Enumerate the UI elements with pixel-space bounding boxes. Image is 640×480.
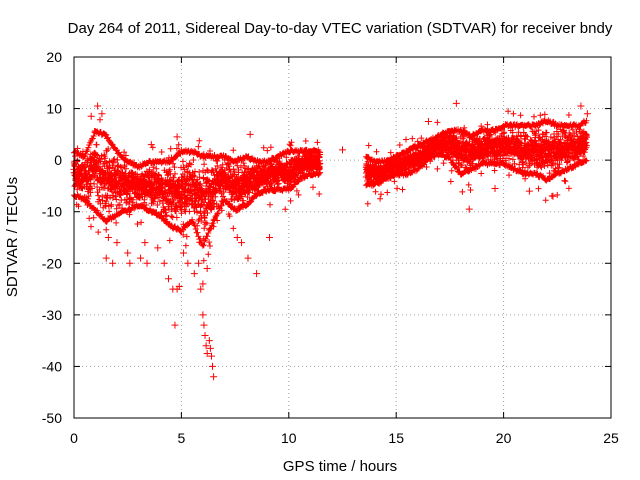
data-point-outlier (244, 254, 252, 262)
data-point-outlier (253, 270, 261, 278)
y-axis: -50 -40 -30 -20 -10 0 10 20 (42, 49, 611, 426)
data-point-outlier (525, 187, 533, 195)
x-tick-label: 15 (388, 430, 404, 446)
data-point-outlier (98, 110, 106, 118)
data-point-outlier (113, 239, 121, 247)
plot-frame (73, 56, 612, 419)
data-point-outlier (491, 185, 499, 193)
y-tick-label: -30 (42, 307, 62, 323)
data-point-outlier (202, 342, 210, 350)
y-tick-label: -10 (42, 204, 62, 220)
data-point-outlier (210, 373, 218, 381)
data-point-outlier (173, 133, 181, 141)
data-point-outlier (577, 102, 585, 110)
data-point-outlier (175, 282, 183, 290)
data-point-outlier (209, 362, 217, 370)
data-point-outlier (137, 254, 145, 262)
grid-lines (74, 57, 611, 418)
y-tick-label: -40 (42, 358, 62, 374)
data-point-outlier (583, 110, 591, 118)
data-point-outlier (549, 192, 557, 200)
data-point-outlier (87, 112, 95, 120)
data-point-outlier (143, 259, 151, 267)
data-point-outlier (154, 244, 162, 252)
data-point-outlier (207, 352, 215, 360)
data-point-outlier (109, 259, 117, 267)
y-tick-label: 0 (54, 152, 62, 168)
data-point-outlier (203, 264, 211, 272)
data-point-outlier (200, 321, 208, 329)
data-point-outlier (147, 141, 155, 149)
data-point-outlier (104, 234, 112, 241)
data-point-outlier (197, 285, 205, 293)
x-tick-label: 25 (603, 430, 619, 446)
x-tick-label: 20 (496, 430, 512, 446)
data-point-outlier (205, 337, 213, 345)
data-point-outlier (206, 344, 214, 352)
data-point-outlier (171, 321, 179, 329)
y-tick-label: 20 (46, 49, 62, 65)
data-point-outlier (201, 331, 209, 339)
chart-title: Day 264 of 2011, Sidereal Day-to-day VTE… (68, 20, 613, 37)
data-point-outlier (141, 239, 149, 247)
data-point-outlier (190, 270, 198, 278)
data-points (70, 99, 591, 381)
data-point-outlier (199, 311, 207, 319)
data-point-outlier (233, 234, 241, 241)
y-tick-label: 10 (46, 101, 62, 117)
x-tick-label: 5 (178, 430, 186, 446)
x-tick-label: 0 (70, 430, 78, 446)
data-point-band (70, 108, 590, 264)
y-tick-label: -20 (42, 255, 62, 271)
y-tick-label: -50 (42, 410, 62, 426)
data-point-outlier (180, 249, 188, 257)
data-point-outlier (452, 99, 460, 107)
data-point-outlier (184, 259, 192, 267)
data-point-outlier (339, 146, 346, 154)
data-point-outlier (265, 234, 273, 241)
data-point-outlier (126, 259, 134, 267)
data-point-outlier (238, 239, 246, 247)
data-point-outlier (199, 280, 207, 288)
x-tick-label: 10 (281, 430, 297, 446)
y-axis-label: SDTVAR / TECUs (4, 177, 21, 297)
data-point-outlier (465, 205, 473, 213)
data-point-outlier (94, 102, 102, 110)
data-point-outlier (160, 259, 168, 267)
x-axis-label: GPS time / hours (283, 458, 397, 475)
data-point-outlier (195, 259, 203, 267)
data-point-outlier (424, 117, 432, 125)
data-point-outlier (102, 254, 110, 262)
x-axis: 0 5 10 15 20 25 (70, 57, 619, 446)
data-point-outlier (165, 275, 173, 283)
data-point-outlier (124, 249, 132, 257)
data-point-outlier (203, 350, 211, 358)
data-point-outlier (246, 130, 254, 138)
